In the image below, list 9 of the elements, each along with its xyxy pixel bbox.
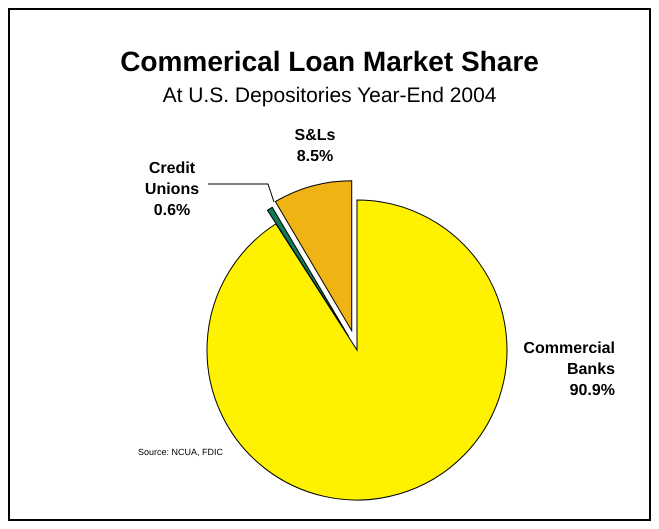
slice-label: Credit Unions — [144, 160, 200, 198]
chart-subtitle: At U.S. Depositories Year-End 2004 — [162, 84, 498, 108]
slice-label: Commercial Banks — [523, 340, 616, 378]
source-note: Source: NCUA, FDIC — [138, 447, 224, 457]
slice-label: S&Ls — [294, 127, 336, 144]
data-label: 90.9% — [570, 382, 615, 399]
data-label: 0.6% — [154, 202, 190, 219]
data-label: 8.5% — [296, 148, 334, 165]
chart-title: Commerical Loan Market Share — [119, 46, 540, 78]
